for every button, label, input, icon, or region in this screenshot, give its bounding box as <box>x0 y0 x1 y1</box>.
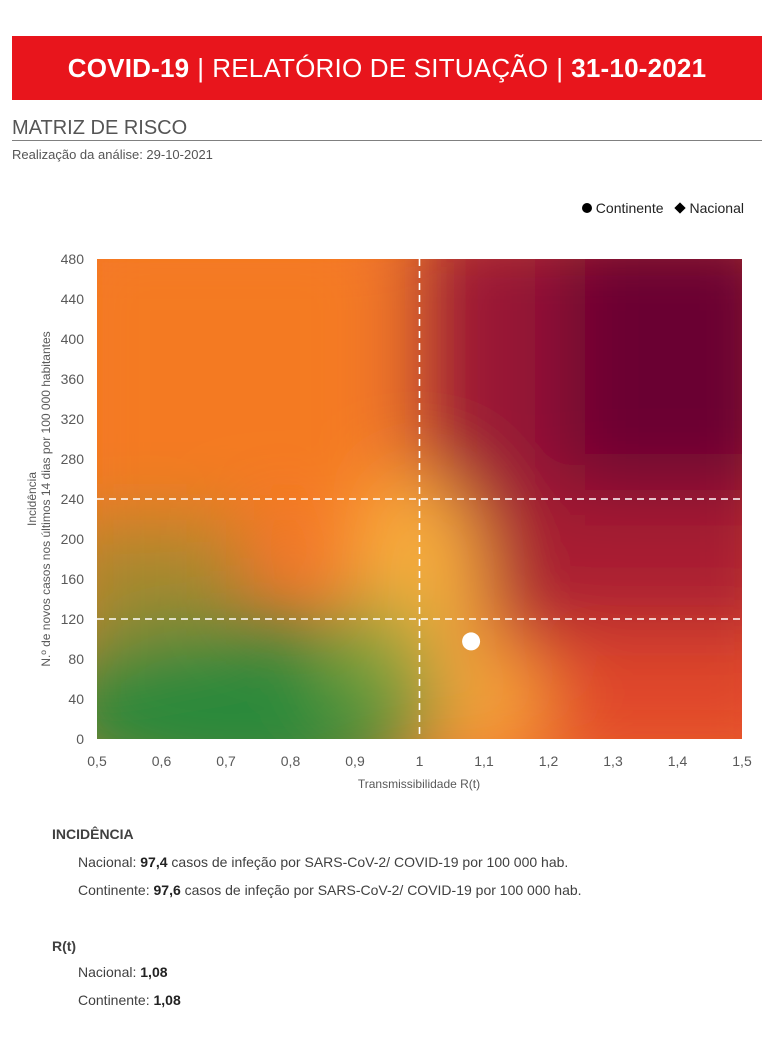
header-covid: COVID-19 <box>67 52 190 83</box>
x-axis-ticks: 0,5 0,6 0,7 0,8 0,9 1 1,1 1,2 1,3 1,4 1,5 <box>87 753 752 769</box>
diamond-marker-icon <box>673 202 686 214</box>
rt-nacional-value: 1,08 <box>140 964 168 980</box>
threshold-lines <box>97 259 742 739</box>
incidencia-continente-value: 97,6 <box>153 882 181 898</box>
x-tick-label: 1 <box>416 753 424 769</box>
report-header: COVID-19 | RELATÓRIO DE SITUAÇÃO | 31-10… <box>12 36 762 100</box>
x-tick-label: 0,6 <box>152 753 172 769</box>
rt-continente-label: Continente: <box>78 992 154 1008</box>
x-tick-label: 0,9 <box>345 753 365 769</box>
legend-item-continente: Continente <box>581 200 664 216</box>
x-tick-label: 1,3 <box>603 753 623 769</box>
incidencia-continente-text: casos de infeção por SARS-CoV-2/ COVID-1… <box>180 882 582 898</box>
x-tick-label: 0,8 <box>281 753 301 769</box>
analysis-date: Realização da análise: 29-10-2021 <box>12 147 213 162</box>
y-tick-label: 240 <box>61 491 85 507</box>
header-separator-2: | <box>556 52 564 83</box>
section-divider <box>12 140 762 141</box>
legend-label-continente: Continente <box>595 200 664 216</box>
y-tick-label: 360 <box>61 371 85 387</box>
x-tick-label: 1,4 <box>668 753 688 769</box>
header-date: 31-10-2021 <box>571 52 707 83</box>
y-tick-label: 320 <box>61 411 85 427</box>
legend-label-nacional: Nacional <box>689 200 744 216</box>
y-tick-label: 280 <box>61 451 85 467</box>
y-tick-label: 200 <box>61 531 85 547</box>
header-report-title: RELATÓRIO DE SITUAÇÃO <box>212 52 549 83</box>
incidencia-nacional-text: casos de infeção por SARS-CoV-2/ COVID-1… <box>167 854 569 870</box>
rt-continente-value: 1,08 <box>153 992 181 1008</box>
y-tick-label: 0 <box>76 731 84 747</box>
point-nacional <box>465 635 478 648</box>
y-tick-label: 160 <box>61 571 85 587</box>
x-axis-title: Transmissibilidade R(t) <box>358 777 480 791</box>
x-tick-label: 0,7 <box>216 753 236 769</box>
risk-heatmap-background <box>97 259 742 739</box>
y-tick-label: 480 <box>61 251 85 267</box>
legend-item-nacional: Nacional <box>673 200 744 216</box>
x-tick-label: 1,1 <box>474 753 494 769</box>
y-tick-label: 440 <box>61 291 85 307</box>
x-tick-label: 1,5 <box>732 753 752 769</box>
rt-nacional-label: Nacional: <box>78 964 141 980</box>
section-title: MATRIZ DE RISCO <box>12 117 188 139</box>
incidencia-continente-label: Continente: <box>78 882 154 898</box>
data-points <box>462 632 481 651</box>
y-tick-label: 400 <box>61 331 85 347</box>
circle-marker-icon <box>581 203 592 213</box>
incidencia-nacional-label: Nacional: <box>78 854 141 870</box>
y-axis-title-line2: N.º de novos casos nos últimos 14 dias p… <box>39 331 53 666</box>
y-axis-ticks: 0 40 80 120 160 200 240 280 320 360 400 440 480 <box>61 251 85 747</box>
rt-heading: R(t) <box>52 938 77 954</box>
rt-continente: Continente: 1,08 <box>78 992 181 1008</box>
chart-legend: Continente Nacional <box>581 200 744 216</box>
header-separator-1: | <box>197 52 205 83</box>
y-tick-label: 40 <box>68 691 84 707</box>
incidencia-continente: Continente: 97,6 casos de infeção por SA… <box>78 882 582 898</box>
rt-nacional: Nacional: 1,08 <box>78 964 168 980</box>
y-axis-title-line1: Incidência <box>25 472 39 526</box>
x-tick-label: 1,2 <box>539 753 559 769</box>
incidencia-heading: INCIDÊNCIA <box>52 826 134 842</box>
x-tick-label: 0,5 <box>87 753 107 769</box>
y-tick-label: 120 <box>61 611 85 627</box>
incidencia-nacional-value: 97,4 <box>140 854 168 870</box>
y-tick-label: 80 <box>68 651 84 667</box>
incidencia-nacional: Nacional: 97,4 casos de infeção por SARS… <box>78 854 568 870</box>
